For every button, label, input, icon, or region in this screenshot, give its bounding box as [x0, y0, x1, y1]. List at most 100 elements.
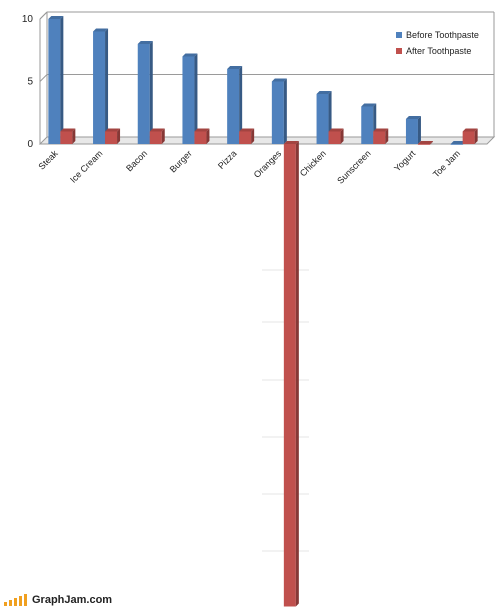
bar-side — [206, 128, 210, 144]
bar-top — [149, 128, 165, 132]
y-tick-label: 10 — [22, 14, 34, 25]
bar-top — [450, 141, 466, 144]
x-axis-labels: Steak Ice Cream Bacon Burger Pizza Oranges Chi… — [36, 148, 462, 186]
bar-front — [182, 56, 195, 144]
bar-top — [283, 141, 299, 144]
bar-side — [340, 128, 344, 144]
bar-front — [271, 81, 284, 144]
bar-side — [117, 128, 121, 144]
bar-top — [373, 128, 389, 132]
bar-top — [194, 128, 210, 132]
bar-side — [105, 28, 109, 144]
legend-swatch — [396, 32, 402, 38]
bar-side — [283, 78, 287, 144]
bar — [462, 128, 478, 144]
x-tick-label: Ice Cream — [68, 148, 104, 184]
bar-front — [93, 31, 106, 144]
bar — [283, 141, 299, 607]
bar-front — [227, 69, 240, 144]
bar-side — [149, 41, 153, 144]
x-tick-label: Toe Jam — [431, 148, 462, 179]
y-axis: 0 5 10 — [22, 14, 34, 150]
bar-front — [417, 144, 430, 145]
x-tick-label: Burger — [168, 148, 194, 174]
bar — [137, 41, 153, 144]
graphjam-logo-icon — [4, 594, 27, 606]
bar-front — [328, 131, 341, 144]
y-tick-label: 5 — [27, 77, 33, 88]
bar-side — [417, 116, 421, 144]
bar-top — [60, 128, 76, 132]
bar-front — [137, 44, 150, 144]
bar-side — [161, 128, 165, 144]
bar-top — [105, 128, 121, 132]
gridline-corner — [39, 11, 48, 20]
bar-front — [462, 131, 475, 144]
gridline-corner — [39, 74, 48, 82]
bar-side — [429, 141, 433, 145]
bar — [60, 128, 76, 144]
bar-top — [417, 141, 433, 144]
bar-front — [149, 131, 162, 144]
bar-front — [48, 19, 61, 144]
x-tick-label: Bacon — [124, 148, 149, 173]
x-tick-label: Chicken — [298, 148, 328, 178]
x-tick-label: Steak — [36, 148, 60, 172]
bar-front — [450, 144, 463, 145]
bar-top — [93, 28, 109, 32]
legend: Before Toothpaste After Toothpaste — [396, 30, 479, 56]
legend-label: Before Toothpaste — [406, 30, 479, 40]
site-watermark: GraphJam.com — [4, 592, 112, 606]
bar — [417, 141, 433, 145]
bar — [328, 128, 344, 144]
bar-top — [182, 53, 198, 57]
bar-front — [239, 131, 252, 144]
x-tick-label: Pizza — [216, 148, 239, 171]
x-tick-label: Oranges — [252, 148, 284, 180]
bar — [194, 128, 210, 144]
bar-side — [251, 128, 255, 144]
bar-side — [295, 141, 299, 607]
bar — [239, 128, 255, 144]
bar-front — [60, 131, 73, 144]
bar — [48, 16, 64, 144]
bar-front — [194, 131, 207, 144]
bar-front — [373, 131, 386, 144]
legend-label: After Toothpaste — [406, 46, 471, 56]
bar-top — [137, 41, 153, 44]
bar — [93, 28, 109, 144]
bar — [105, 128, 121, 144]
bar-front — [283, 144, 296, 607]
bar — [182, 53, 198, 144]
bar-side — [239, 66, 243, 144]
bars — [48, 16, 478, 607]
bar-top — [239, 128, 255, 132]
bar-side — [474, 128, 478, 144]
bar-top — [405, 116, 421, 119]
y-tick-label: 0 — [27, 139, 33, 150]
bar — [149, 128, 165, 144]
bar-side — [385, 128, 389, 144]
bar-front — [405, 119, 418, 144]
bar — [271, 78, 287, 144]
bar-top — [462, 128, 478, 132]
bar-front — [316, 94, 329, 144]
bar-side — [72, 128, 76, 144]
bar-top — [271, 78, 287, 82]
watermark-text: GraphJam.com — [32, 594, 113, 606]
bar-front — [105, 131, 118, 144]
bar-top — [328, 128, 344, 132]
bar — [373, 128, 389, 144]
bar — [227, 66, 243, 144]
bar-top — [227, 66, 243, 69]
bar-side — [60, 16, 64, 144]
plot-area — [38, 11, 496, 552]
x-tick-label: Yogurt — [392, 148, 418, 174]
legend-swatch — [396, 48, 402, 54]
bar-side — [194, 53, 198, 144]
bar-front — [361, 106, 374, 144]
x-tick-label: Sunscreen — [335, 148, 372, 185]
bar-top — [48, 16, 64, 19]
bar-top — [361, 103, 377, 107]
